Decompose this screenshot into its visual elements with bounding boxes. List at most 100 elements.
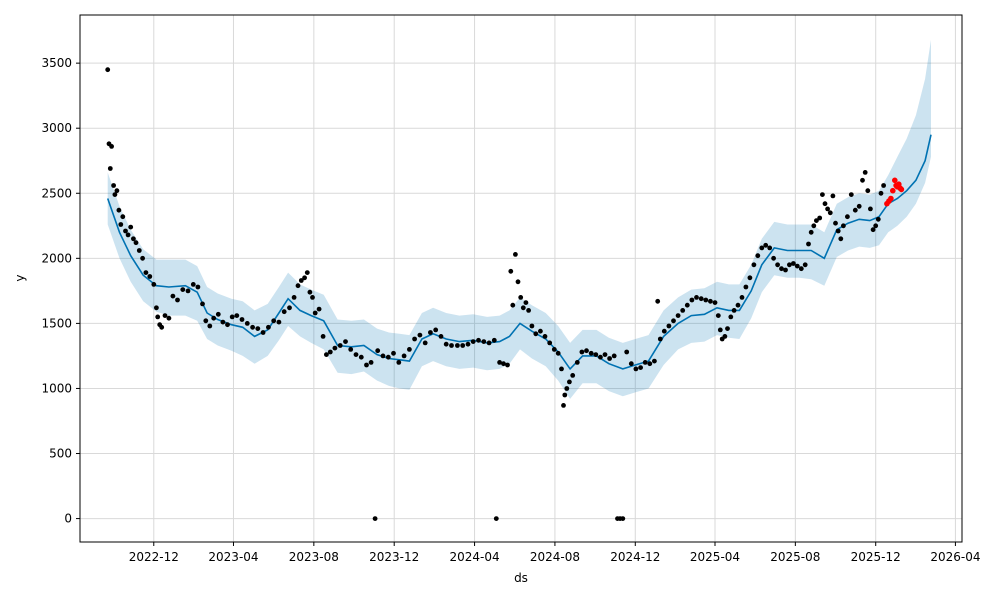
observed-point [722, 334, 728, 339]
observed-point [481, 339, 487, 344]
observed-point [116, 207, 122, 213]
observed-point [767, 245, 773, 251]
observed-point [841, 223, 846, 229]
observed-point [320, 334, 326, 339]
observed-point [523, 300, 529, 305]
observed-point [131, 236, 136, 242]
actual-points [884, 177, 905, 207]
observed-point [542, 334, 548, 339]
x-tick-label: 2025-08 [770, 550, 820, 564]
observed-point [401, 353, 407, 359]
observed-point [190, 282, 196, 287]
observed-point [633, 366, 639, 372]
observed-point [147, 274, 153, 279]
observed-point [873, 223, 879, 229]
observed-point [806, 241, 811, 247]
observed-point [868, 206, 873, 212]
observed-point [728, 314, 734, 320]
observed-point [234, 313, 240, 318]
observed-point [860, 177, 865, 183]
actual-point [888, 195, 894, 202]
observed-point [220, 319, 226, 325]
observed-point [680, 308, 686, 313]
observed-point [111, 183, 116, 188]
observed-point [794, 263, 800, 269]
observed-point [814, 218, 819, 224]
observed-point [862, 170, 868, 175]
y-tick-label: 0 [64, 512, 72, 526]
observed-point [125, 232, 131, 238]
observed-point [848, 192, 854, 198]
observed-point [358, 354, 364, 360]
observed-point [822, 201, 828, 207]
observed-point [508, 268, 514, 274]
observed-point [327, 349, 333, 355]
observed-point [109, 144, 114, 149]
observed-point [628, 361, 634, 367]
observed-point [298, 278, 304, 283]
x-tick-label: 2024-04 [449, 550, 499, 564]
observed-point [195, 284, 201, 290]
observed-point [136, 248, 142, 253]
observed-point [316, 306, 322, 312]
observed-point [852, 207, 858, 213]
observed-point [661, 328, 667, 334]
observed-point [276, 319, 282, 325]
observed-point [493, 516, 499, 521]
observed-point [817, 215, 823, 221]
observed-point [151, 282, 157, 287]
y-axis-ticks: 0 500 1000 1500 2000 2500 3000 3500 [41, 56, 80, 526]
observed-point [207, 323, 213, 329]
observed-point [515, 279, 521, 285]
observed-point [833, 220, 838, 226]
observed-point [476, 337, 481, 343]
observed-point [287, 305, 292, 311]
observed-point [579, 349, 585, 355]
observed-point [443, 341, 449, 347]
x-tick-label: 2025-04 [690, 550, 740, 564]
observed-point [865, 188, 871, 194]
observed-point [763, 242, 769, 248]
observed-point [526, 308, 531, 313]
observed-point [533, 331, 539, 337]
observed-point [250, 324, 256, 330]
observed-point [364, 362, 369, 368]
observed-point [827, 210, 833, 216]
observed-point [671, 318, 676, 324]
observed-point [281, 309, 287, 315]
x-tick-label: 2024-12 [610, 550, 660, 564]
observed-point [112, 192, 118, 198]
observed-point [255, 326, 261, 331]
observed-point [501, 361, 506, 367]
observed-point [551, 347, 557, 352]
observed-point [856, 203, 862, 209]
forecast-line-group [106, 134, 932, 371]
observed-point [652, 358, 657, 364]
y-tick-label: 1000 [41, 381, 72, 395]
observed-point [332, 345, 338, 351]
observed-point [465, 341, 471, 347]
observed-point [225, 322, 230, 328]
x-tick-label: 2022-12 [129, 550, 179, 564]
plot-frame [79, 14, 963, 543]
observed-point [689, 297, 695, 303]
y-tick-label: 500 [49, 447, 72, 461]
observed-point [486, 340, 492, 346]
observed-point [491, 337, 497, 343]
observed-point [380, 353, 386, 359]
observed-point [875, 216, 881, 222]
observed-point [310, 295, 315, 300]
observed-point [166, 315, 172, 321]
observed-point [510, 302, 516, 308]
observed-points [105, 67, 886, 521]
observed-point [574, 360, 580, 365]
observed-point [170, 293, 176, 299]
observed-point [529, 323, 535, 329]
observed-point [518, 295, 524, 300]
observed-point [396, 360, 402, 365]
observed-point [302, 275, 307, 281]
observed-point [391, 350, 396, 356]
observed-point [611, 353, 617, 359]
observed-point [455, 343, 460, 348]
